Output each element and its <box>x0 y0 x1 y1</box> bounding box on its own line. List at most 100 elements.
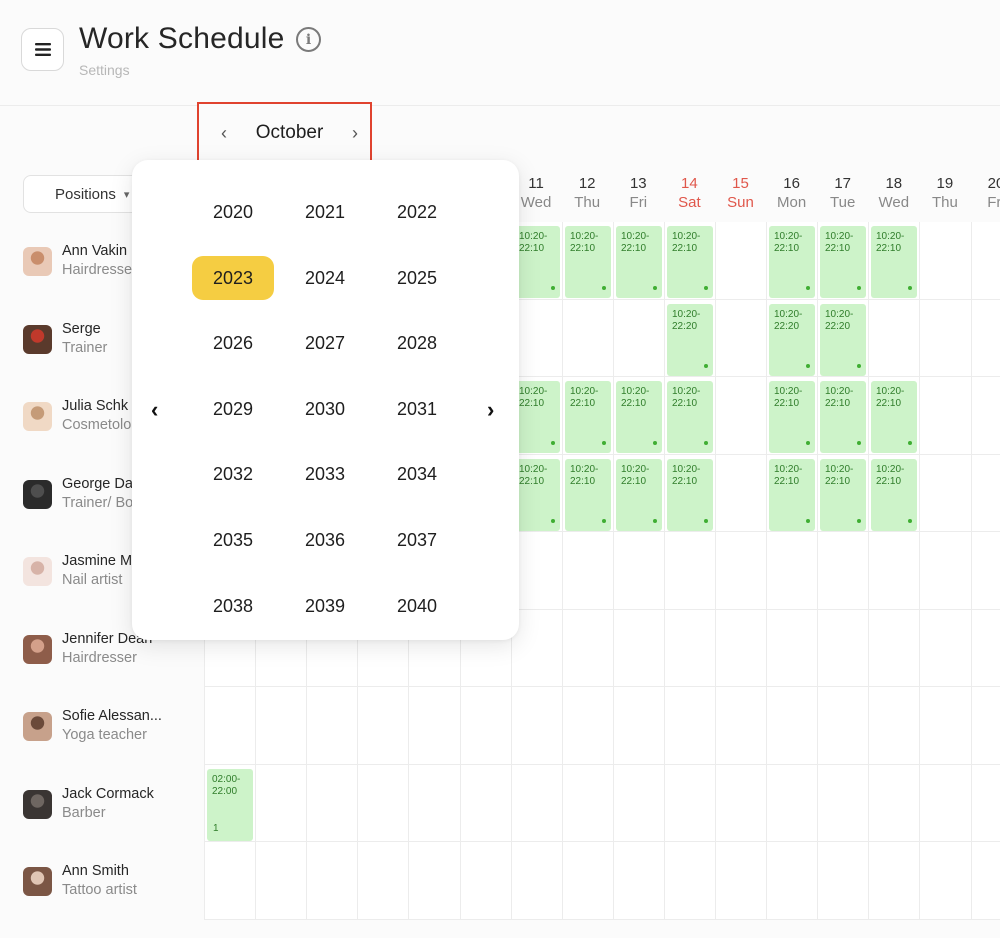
employee-row[interactable]: Jennifer Dean Hairdresser <box>23 629 152 669</box>
year-option[interactable]: 2033 <box>304 463 346 484</box>
shift-block[interactable]: 10:20- 22:10 <box>616 381 662 453</box>
shift-block[interactable]: 10:20- 22:10 <box>667 459 713 531</box>
year-option[interactable]: 2024 <box>304 267 346 288</box>
year-option[interactable]: 2023 <box>192 256 274 300</box>
shift-block[interactable]: 10:20- 22:10 <box>769 459 815 531</box>
year-option[interactable]: 2028 <box>396 332 438 353</box>
employee-name: Serge <box>62 321 101 337</box>
shift-block[interactable]: 10:20- 22:20 <box>667 304 713 376</box>
employee-name: Jack Cormack <box>62 786 154 802</box>
info-icon[interactable]: i <box>296 27 321 52</box>
shift-time: 10:20- 22:10 <box>774 386 803 409</box>
day-number: 11 <box>528 175 544 192</box>
status-dot-icon <box>653 519 657 523</box>
employee-role: Trainer <box>62 340 108 356</box>
employee-row[interactable]: Jack Cormack Barber <box>23 784 154 824</box>
year-option[interactable]: 2025 <box>396 267 438 288</box>
year-option[interactable]: 2039 <box>304 595 346 616</box>
day-number: 20 <box>987 175 1000 192</box>
shift-block[interactable]: 10:20- 22:10 <box>616 459 662 531</box>
weekday-label: Fri <box>629 194 648 211</box>
status-dot-icon <box>704 519 708 523</box>
year-option[interactable]: 2021 <box>304 201 346 222</box>
year-option[interactable]: 2038 <box>212 595 254 616</box>
prev-month-icon[interactable]: ‹ <box>221 122 227 143</box>
shift-block[interactable]: 10:20- 22:10 <box>565 226 611 298</box>
status-dot-icon <box>806 286 810 290</box>
avatar <box>23 401 52 431</box>
status-dot-icon <box>653 286 657 290</box>
positions-label: Positions <box>55 185 116 203</box>
menu-button[interactable] <box>21 28 64 71</box>
shift-block[interactable]: 10:20- 22:20 <box>820 304 866 376</box>
year-option[interactable]: 2040 <box>396 595 438 616</box>
prev-years-icon[interactable]: ‹ <box>151 397 159 422</box>
weekday-label: Wed <box>878 194 910 211</box>
status-dot-icon <box>551 441 555 445</box>
status-dot-icon <box>857 519 861 523</box>
page-subtitle[interactable]: Settings <box>79 62 130 78</box>
avatar <box>23 789 52 819</box>
status-dot-icon <box>704 286 708 290</box>
next-month-icon[interactable]: › <box>352 122 358 143</box>
day-header: 17 Tue <box>817 174 868 212</box>
shift-block[interactable]: 10:20- 22:10 <box>871 381 917 453</box>
employee-name: Ann Vakin <box>62 243 128 259</box>
employee-row[interactable]: Sofie Alessan... Yoga teacher <box>23 706 162 746</box>
employee-row[interactable]: Jasmine M Nail artist <box>23 551 132 591</box>
shift-block[interactable]: 10:20- 22:10 <box>514 381 560 453</box>
employee-row[interactable]: Julia Schk Cosmetolo <box>23 396 131 436</box>
year-option[interactable]: 2031 <box>396 398 438 419</box>
shift-block[interactable]: 10:20- 22:10 <box>769 226 815 298</box>
employee-row[interactable]: Ann Smith Tattoo artist <box>23 861 137 901</box>
shift-block[interactable]: 10:20- 22:10 <box>667 226 713 298</box>
status-dot-icon <box>704 441 708 445</box>
shift-block[interactable]: 10:20- 22:10 <box>514 459 560 531</box>
year-option[interactable]: 2034 <box>396 463 438 484</box>
employee-row[interactable]: Serge Trainer <box>23 319 107 359</box>
status-dot-icon <box>908 286 912 290</box>
employee-row[interactable]: George Da Trainer/ Bo <box>23 474 133 514</box>
shift-block[interactable]: 10:20- 22:10 <box>565 459 611 531</box>
shift-block[interactable]: 10:20- 22:10 <box>667 381 713 453</box>
year-option[interactable]: 2020 <box>212 201 254 222</box>
grid-row-divider <box>204 454 1000 455</box>
shift-block[interactable]: 10:20- 22:10 <box>565 381 611 453</box>
year-option[interactable]: 2037 <box>396 529 438 550</box>
year-option[interactable]: 2026 <box>212 332 254 353</box>
shift-block[interactable]: 02:00- 22:00 1 <box>207 769 253 841</box>
employee-name: Jennifer Dean <box>62 631 153 647</box>
grid-row-divider <box>204 919 1000 920</box>
grid-row-divider <box>204 376 1000 377</box>
positions-dropdown[interactable]: Positions ▾ <box>23 175 153 213</box>
weekday-label: Thu <box>574 194 601 211</box>
year-option[interactable]: 2036 <box>304 529 346 550</box>
year-option[interactable]: 2022 <box>396 201 438 222</box>
avatar <box>23 634 52 664</box>
year-option[interactable]: 2035 <box>212 529 254 550</box>
shift-block[interactable]: 10:20- 22:10 <box>769 381 815 453</box>
shift-block[interactable]: 10:20- 22:10 <box>871 459 917 531</box>
year-option[interactable]: 2027 <box>304 332 346 353</box>
employee-name: Julia Schk <box>62 398 129 414</box>
shift-block[interactable]: 10:20- 22:10 <box>820 381 866 453</box>
employee-info: Jack Cormack Barber <box>62 785 154 823</box>
shift-block[interactable]: 10:20- 22:20 <box>769 304 815 376</box>
shift-block[interactable]: 10:20- 22:10 <box>871 226 917 298</box>
status-dot-icon <box>602 441 606 445</box>
shift-time: 10:20- 22:10 <box>774 464 803 487</box>
day-header: 18 Wed <box>868 174 919 212</box>
year-option[interactable]: 2032 <box>212 463 254 484</box>
shift-block[interactable]: 10:20- 22:10 <box>820 459 866 531</box>
employee-role: Trainer/ Bo <box>62 495 134 511</box>
employee-row[interactable]: Ann Vakin Hairdresser <box>23 241 137 281</box>
shift-block[interactable]: 10:20- 22:10 <box>616 226 662 298</box>
next-years-icon[interactable]: › <box>487 397 495 422</box>
year-option[interactable]: 2030 <box>304 398 346 419</box>
month-label[interactable]: October <box>255 122 324 143</box>
shift-block[interactable]: 10:20- 22:10 <box>820 226 866 298</box>
day-header: 12 Thu <box>562 174 613 212</box>
shift-block[interactable]: 10:20- 22:10 <box>514 226 560 298</box>
year-option[interactable]: 2029 <box>212 398 254 419</box>
employee-role: Tattoo artist <box>62 882 137 898</box>
